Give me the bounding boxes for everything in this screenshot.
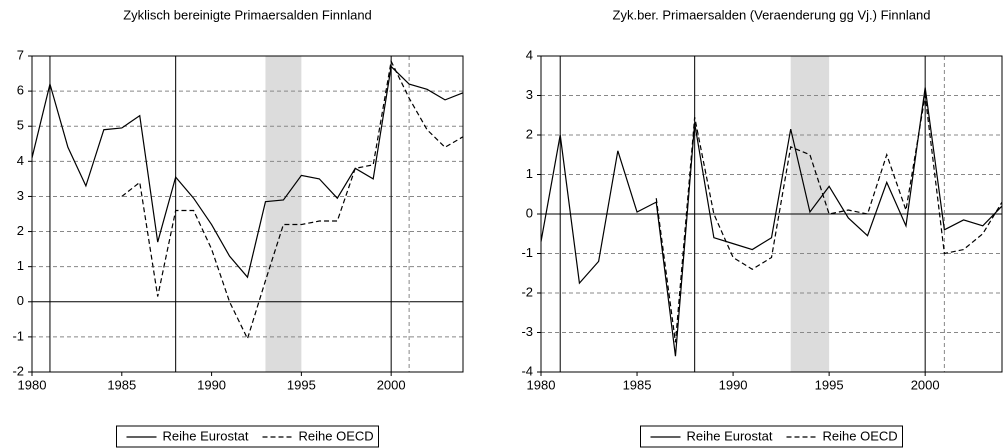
series-line	[31, 65, 464, 279]
y-tick-label: 1	[526, 166, 533, 181]
x-tick-label: 1990	[197, 377, 226, 392]
shaded-period	[265, 56, 302, 372]
series-line	[655, 95, 1003, 343]
y-tick-label: 0	[526, 205, 533, 220]
x-tick-label: 1980	[527, 377, 556, 392]
y-tick-label: -4	[521, 363, 533, 378]
series-line	[121, 59, 464, 341]
x-tick-label: 1980	[18, 377, 47, 392]
y-tick-label: 7	[17, 47, 24, 62]
y-tick-label: -1	[521, 245, 533, 260]
y-tick-label: -2	[521, 284, 533, 299]
legend-label: Reihe OECD	[299, 428, 374, 443]
y-tick-label: 5	[17, 118, 24, 133]
y-tick-label: 2	[526, 126, 533, 141]
y-tick-label: 1	[17, 258, 24, 273]
y-tick-label: 3	[17, 188, 24, 203]
y-tick-label: 6	[17, 83, 24, 98]
legend-box	[640, 425, 903, 448]
y-tick-label: 4	[17, 153, 24, 168]
x-tick-label: 1985	[107, 377, 136, 392]
y-tick-label: -3	[521, 324, 533, 339]
y-tick-label: 0	[17, 293, 24, 308]
y-tick-label: -1	[12, 328, 24, 343]
x-tick-label: 1995	[287, 377, 316, 392]
x-tick-label: 1985	[623, 377, 652, 392]
legend-label: Reihe Eurostat	[687, 428, 773, 443]
chart-title: Zyklisch bereinigte Primaersalden Finnla…	[123, 7, 372, 22]
y-tick-label: 4	[526, 47, 533, 62]
x-tick-label: 1995	[815, 377, 844, 392]
legend-box	[116, 425, 379, 448]
x-tick-label: 2000	[911, 377, 940, 392]
y-tick-label: 3	[526, 87, 533, 102]
plot-frame	[540, 55, 1003, 373]
legend-label: Reihe Eurostat	[163, 428, 249, 443]
plot-frame	[31, 55, 464, 373]
series-line	[540, 87, 1003, 357]
legend-label: Reihe OECD	[823, 428, 898, 443]
chart-title: Zyk.ber. Primaersalden (Veraenderung gg …	[613, 7, 931, 22]
y-tick-label: -2	[12, 363, 24, 378]
x-tick-label: 1990	[719, 377, 748, 392]
y-tick-label: 2	[17, 223, 24, 238]
x-tick-label: 2000	[377, 377, 406, 392]
